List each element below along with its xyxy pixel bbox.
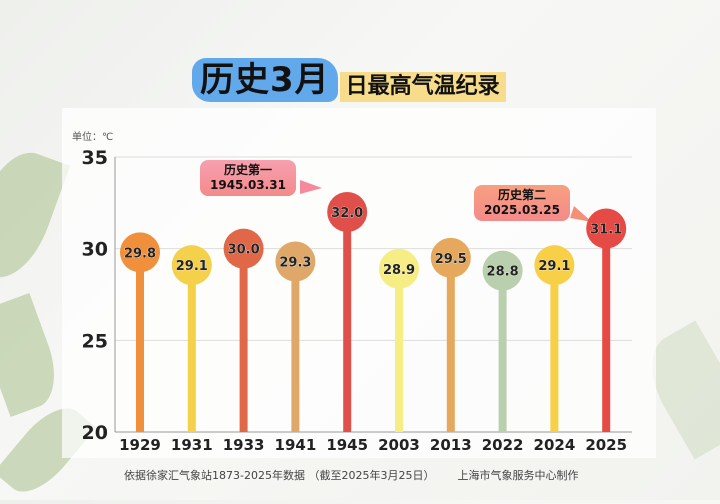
data-label: 28.8: [487, 265, 519, 280]
y-tick-label: 30: [82, 239, 108, 261]
x-tick-label: 2024: [534, 436, 576, 454]
x-tick-label: 2013: [430, 436, 472, 454]
callout-date: 1945.03.31: [210, 178, 286, 192]
chart-title: 历史3月 日最高气温纪录: [192, 52, 506, 102]
x-tick-label: 1931: [171, 436, 213, 454]
data-label: 28.9: [383, 263, 415, 278]
lollipop-head: [482, 250, 523, 291]
lollipop-stem: [136, 252, 144, 432]
data-label: 29.1: [538, 259, 570, 274]
data-label: 29.8: [124, 246, 156, 261]
x-tick-label: 2025: [585, 436, 627, 454]
callout-tail: [570, 206, 592, 222]
lollipop-stem: [446, 257, 455, 432]
data-label: 32.0: [331, 206, 363, 221]
lollipop-head: [171, 245, 212, 286]
y-tick-label: 35: [82, 147, 108, 169]
y-tick-label: 25: [82, 330, 108, 352]
x-tick-label: 1941: [275, 436, 317, 454]
lollipop-head: [586, 208, 627, 249]
lollipop-stem: [239, 248, 248, 432]
data-label: 29.5: [435, 252, 467, 267]
x-tick-label: 1929: [119, 436, 161, 454]
callout-record-2: 历史第二 2025.03.25: [474, 185, 570, 221]
lollipop-head: [327, 192, 368, 232]
lollipop-head: [534, 245, 575, 286]
data-label: 29.3: [279, 256, 311, 271]
title-highlight: 历史3月: [192, 58, 338, 102]
footer: 依据徐家汇气象站1873-2025年数据 （截至2025年3月25日） 上海市气…: [124, 467, 578, 483]
lollipop-stem: [187, 265, 196, 432]
footer-credit: 上海市气象服务中心制作: [457, 469, 579, 482]
callout-record-1: 历史第一 1945.03.31: [200, 160, 296, 196]
title-rest: 日最高气温纪录: [339, 72, 506, 102]
data-label: 30.0: [228, 243, 260, 258]
lollipop-stem: [395, 268, 403, 432]
lollipop-stem: [498, 270, 507, 432]
unit-label: 单位：℃: [72, 132, 114, 143]
data-label: 31.1: [590, 223, 622, 238]
callout-tail: [300, 180, 322, 194]
x-tick-label: 2003: [378, 436, 420, 454]
lollipop-stem: [291, 261, 300, 432]
lollipop-head: [223, 228, 264, 269]
x-tick-label: 1945: [326, 436, 368, 454]
x-tick-label: 1933: [223, 436, 265, 454]
callout-rank: 历史第一: [223, 163, 272, 177]
callout-date: 2025.03.25: [484, 203, 560, 217]
data-label: 29.1: [176, 259, 208, 274]
lollipop-stem: [550, 265, 559, 432]
lollipop-head: [430, 237, 471, 278]
y-tick-label: 20: [82, 422, 108, 444]
x-tick-label: 2022: [482, 436, 524, 454]
lollipop-head: [120, 232, 160, 273]
callout-rank: 历史第二: [497, 188, 546, 202]
lollipop-stem: [343, 212, 352, 432]
lollipop-head: [379, 248, 419, 289]
footer-source: 依据徐家汇气象站1873-2025年数据 （截至2025年3月25日）: [124, 469, 435, 482]
lollipop-head: [275, 241, 316, 282]
lollipop-stem: [602, 228, 611, 432]
